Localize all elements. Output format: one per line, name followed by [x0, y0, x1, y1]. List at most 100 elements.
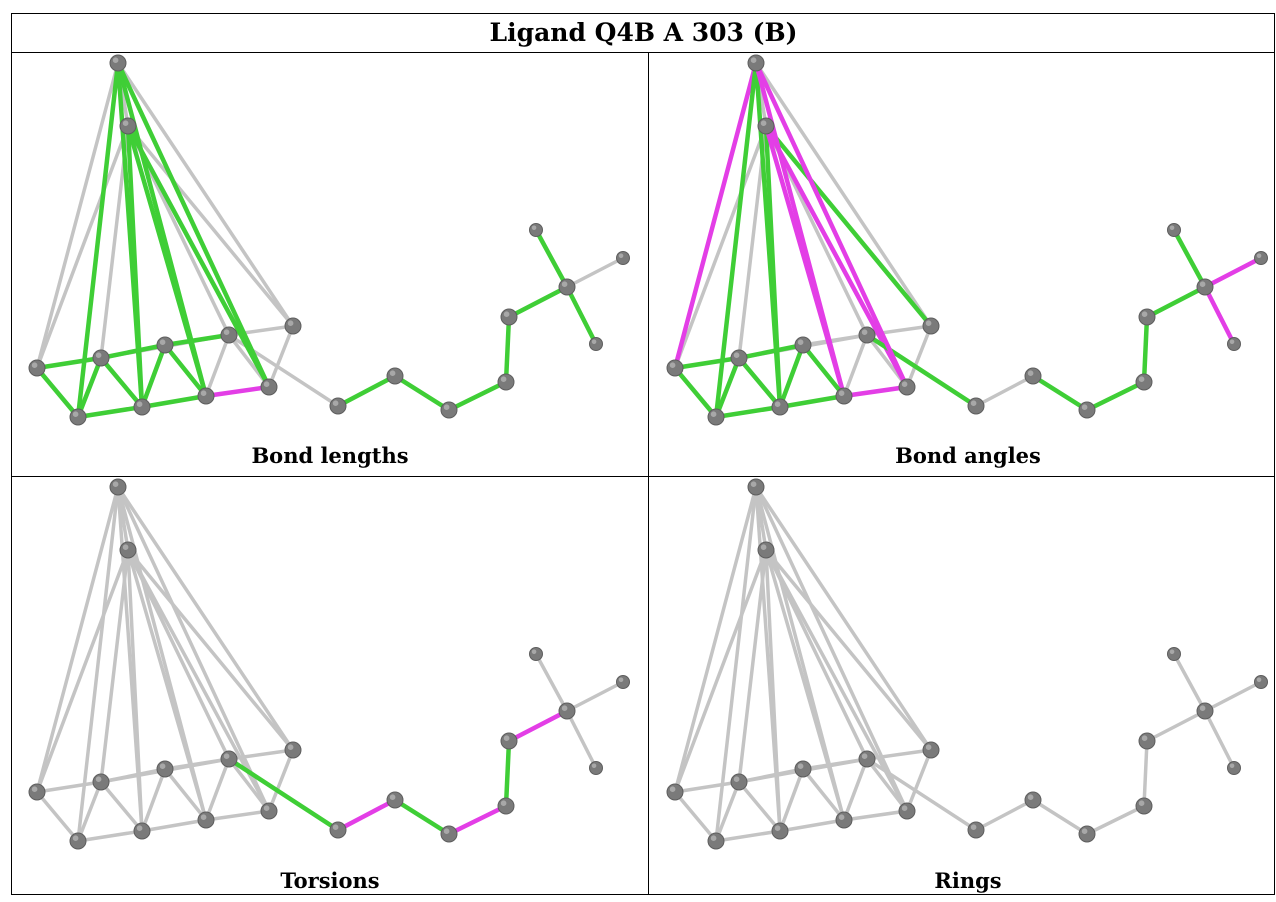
atom — [589, 761, 603, 775]
bond — [565, 680, 625, 713]
bond — [126, 548, 295, 752]
bond — [115, 60, 272, 390]
bond — [35, 548, 130, 794]
panel-caption-rings: Rings — [934, 868, 1002, 893]
bond — [392, 373, 452, 413]
bond — [974, 374, 1035, 408]
atom-highlight — [1169, 649, 1175, 654]
atom-highlight — [861, 753, 868, 759]
atom — [69, 408, 87, 426]
bond — [672, 355, 742, 371]
bond — [76, 485, 120, 843]
bond — [1141, 314, 1150, 385]
bond — [673, 780, 741, 794]
atom — [616, 675, 630, 689]
bond — [763, 123, 783, 410]
bond — [1085, 804, 1146, 836]
atom — [794, 760, 812, 778]
bond — [503, 314, 512, 385]
bond — [204, 757, 231, 822]
bond — [801, 767, 846, 822]
atom — [500, 308, 518, 326]
atom-highlight — [750, 57, 757, 63]
atom — [1138, 308, 1156, 326]
atom-highlight — [591, 339, 597, 344]
molecule-bond-lengths — [28, 54, 630, 426]
bond — [35, 61, 120, 370]
atom — [329, 397, 347, 415]
atom — [529, 223, 543, 237]
bond — [764, 548, 869, 761]
atom — [329, 821, 347, 839]
atom-highlight — [1027, 370, 1034, 377]
bond — [1031, 798, 1089, 836]
bond — [162, 342, 209, 399]
atom — [28, 783, 46, 801]
bond — [126, 548, 144, 833]
atom-highlight — [389, 794, 396, 800]
atom-highlight — [531, 649, 537, 654]
bond — [736, 355, 783, 410]
atom-highlight — [591, 763, 597, 768]
bond — [753, 60, 847, 399]
atom-highlight — [1169, 225, 1175, 231]
atom-highlight — [1141, 311, 1148, 318]
bond — [1171, 227, 1208, 290]
bond — [763, 123, 934, 329]
atom — [1024, 367, 1042, 385]
atom-highlight — [733, 776, 740, 782]
bond — [714, 485, 758, 843]
bond — [163, 757, 231, 771]
bond — [564, 284, 599, 347]
atom-highlight — [287, 320, 294, 327]
bond — [1142, 739, 1149, 808]
atom — [922, 741, 940, 759]
atom-highlight — [95, 776, 102, 782]
atom-highlight — [72, 835, 79, 841]
atom-highlight — [200, 814, 207, 820]
bond — [140, 767, 167, 833]
atom-highlight — [122, 120, 129, 126]
bond — [116, 485, 295, 752]
molecule-rings — [666, 478, 1268, 850]
atom — [1135, 373, 1153, 391]
bond — [99, 767, 167, 784]
atom — [156, 760, 174, 778]
atom-highlight — [760, 544, 767, 550]
atom — [858, 326, 876, 344]
panel-caption-bond-lengths: Bond lengths — [251, 443, 409, 468]
atom — [771, 822, 789, 840]
bond — [672, 365, 719, 420]
atom — [92, 773, 110, 791]
bond — [125, 123, 272, 390]
atom-highlight — [1138, 800, 1145, 806]
atom-highlight — [1027, 794, 1034, 800]
bond — [905, 748, 933, 813]
atom — [1135, 797, 1153, 815]
atom — [1254, 675, 1268, 689]
atom-highlight — [750, 481, 757, 487]
atom — [747, 478, 765, 496]
bond — [713, 404, 783, 420]
bond — [801, 333, 869, 347]
atom-highlight — [287, 744, 294, 750]
atom — [898, 378, 916, 396]
bond — [227, 757, 271, 813]
atom-highlight — [1229, 339, 1235, 344]
atom — [730, 349, 748, 367]
atom — [835, 811, 853, 829]
bond — [672, 60, 759, 371]
atom-highlight — [838, 814, 845, 820]
bond — [842, 809, 909, 822]
atom — [497, 797, 515, 815]
atom — [747, 54, 765, 72]
atom — [260, 802, 278, 820]
atom-highlight — [925, 320, 932, 327]
atom-highlight — [95, 352, 102, 359]
bond — [98, 342, 168, 361]
bond — [139, 342, 168, 410]
bond — [778, 767, 805, 833]
atom-highlight — [223, 329, 230, 336]
bond — [736, 342, 806, 361]
atom-highlight — [1199, 281, 1206, 287]
